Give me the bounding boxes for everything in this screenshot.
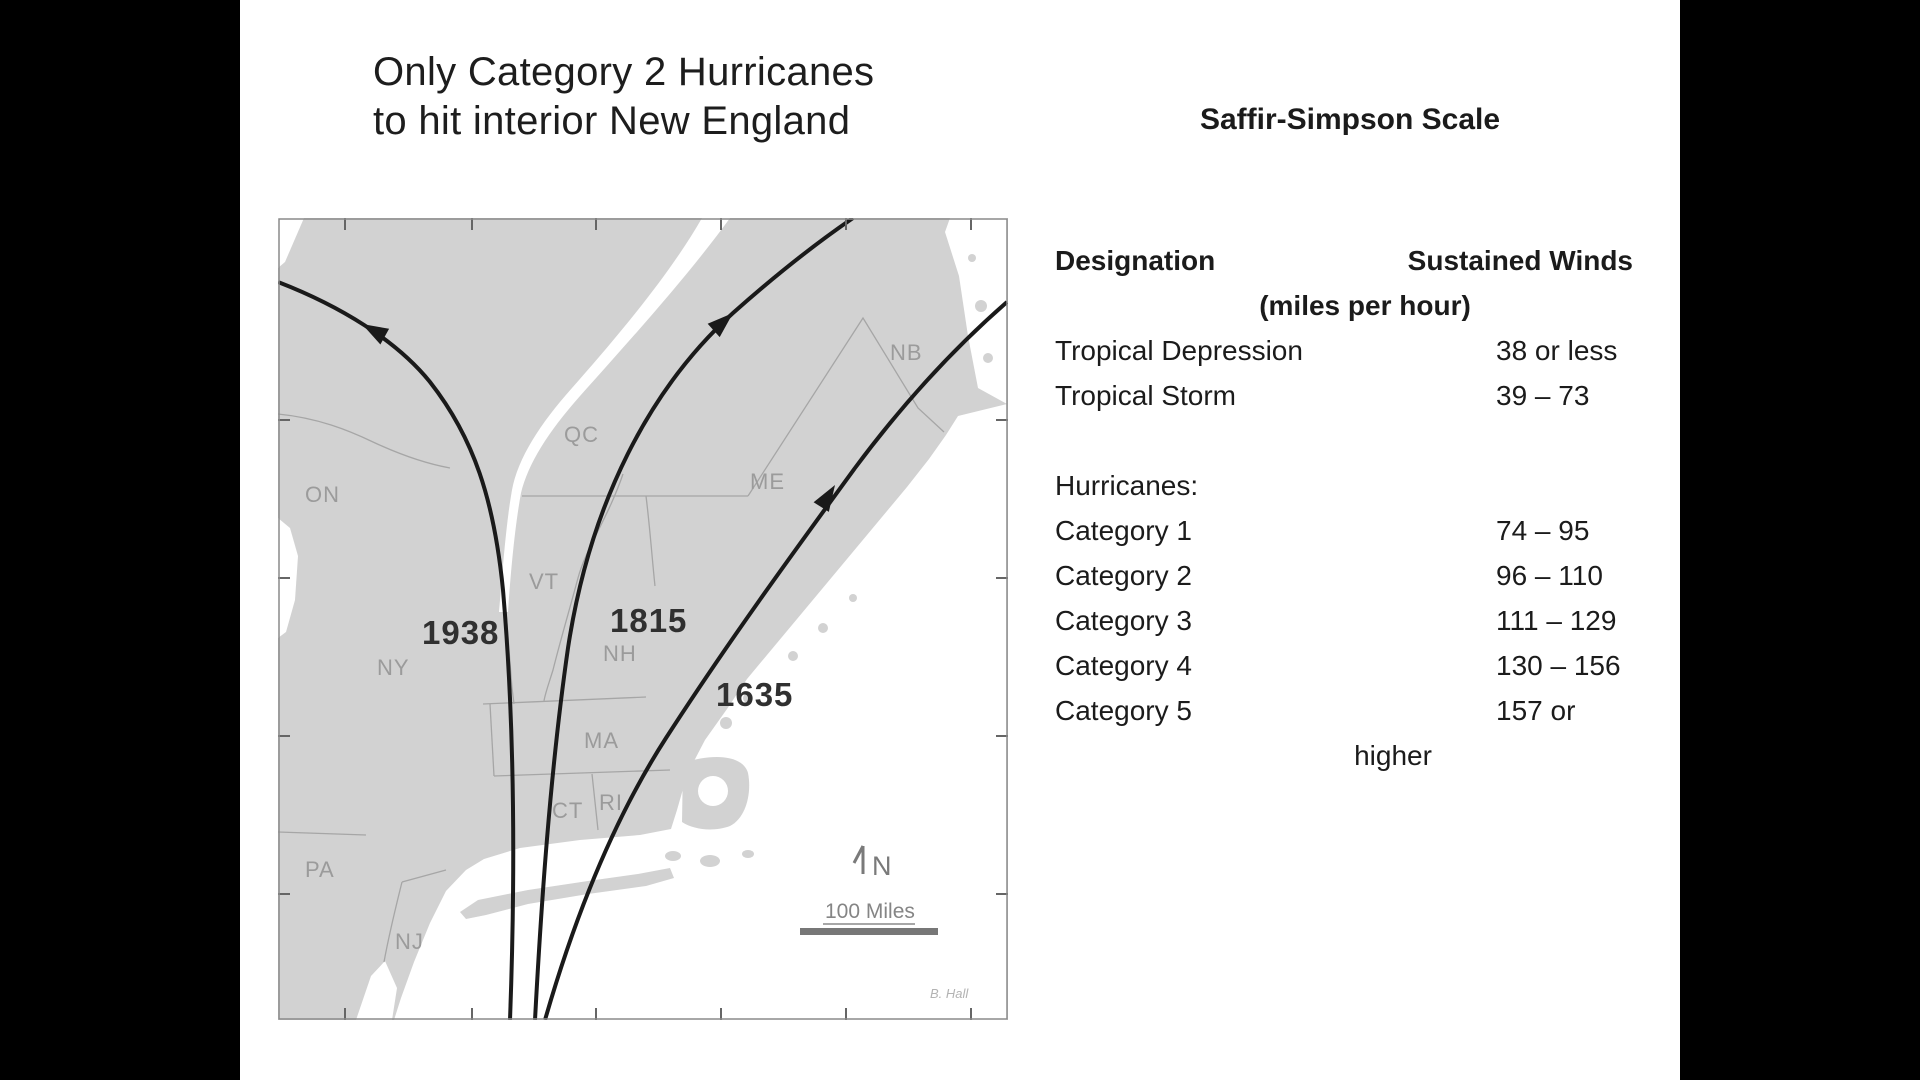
track-year-label-1815: 1815 (610, 602, 687, 639)
table-header-row: Designation Sustained Winds (1055, 238, 1645, 283)
track-1635 (543, 300, 1008, 1020)
map-svg: ON QC NB ME VT NH NY MA CT RI PA NJ 1938 1815 1635 N 1… (278, 218, 1008, 1020)
scale-table-rows: Tropical Depression 38 or less Tropical St… (1055, 328, 1645, 733)
scale-table-row: Category 5 157 or (1055, 688, 1645, 733)
scale-table-row: Tropical Storm 39 – 73 (1055, 373, 1645, 418)
north-arrow-icon (852, 845, 865, 874)
slide-title: Only Category 2 Hurricanes to hit interi… (373, 48, 874, 146)
scale-table-row (1055, 418, 1645, 463)
scale-table-row: Category 2 96 – 110 (1055, 553, 1645, 598)
track-year-label-1938: 1938 (422, 614, 499, 651)
state-label-ct: CT (552, 798, 583, 823)
state-label-on: ON (305, 482, 340, 507)
scale-table-row: Tropical Depression 38 or less (1055, 328, 1645, 373)
col-header-designation: Designation (1055, 245, 1216, 276)
row-designation: Category 5 (1055, 695, 1192, 726)
row-winds-value: 74 – 95 (1496, 515, 1590, 546)
state-label-pa: PA (305, 857, 335, 882)
state-label-nj: NJ (395, 929, 424, 954)
scale-table-row: Hurricanes: (1055, 463, 1645, 508)
state-label-vt: VT (529, 569, 559, 594)
saffir-simpson-table: Designation Sustained Winds (miles per h… (1055, 238, 1645, 778)
arrowhead-1635 (813, 485, 835, 512)
slide-title-line-1: Only Category 2 Hurricanes (373, 50, 875, 94)
row-designation: Category 4 (1055, 650, 1192, 681)
row-winds-value: 96 – 110 (1496, 560, 1603, 591)
row-winds-value (1496, 463, 1645, 508)
pillarbox-right (1680, 0, 1920, 1080)
pillarbox-left (0, 0, 240, 1080)
row-designation: Hurricanes: (1055, 470, 1199, 501)
track-1815 (533, 218, 855, 1020)
state-label-qc: QC (564, 422, 599, 447)
state-label-nb: NB (890, 340, 923, 365)
row-designation (1055, 418, 1496, 463)
row-winds-value (1496, 418, 1645, 463)
col-header-winds: Sustained Winds (1407, 245, 1633, 276)
state-label-ri: RI (599, 790, 623, 815)
row-winds-value: 38 or less (1496, 335, 1618, 366)
map-state-borders (278, 316, 945, 963)
row-winds-value: 157 or (1496, 695, 1576, 726)
map-labels: ON QC NB ME VT NH NY MA CT RI PA NJ 1938 1815 1635 (305, 340, 923, 954)
scale-table-row: Category 3 111 – 129 (1055, 598, 1645, 643)
row-designation: Tropical Storm (1055, 380, 1237, 411)
slide-title-line-2: to hit interior New England (373, 99, 851, 143)
state-label-ny: NY (377, 655, 410, 680)
state-label-nh: NH (603, 641, 637, 666)
arrowhead-1938 (362, 324, 390, 345)
row-winds-value: 111 – 129 (1496, 605, 1617, 636)
row-designation: Category 2 (1055, 560, 1192, 591)
state-label-me: ME (750, 469, 785, 494)
map-frame (278, 218, 1008, 1020)
slide: Only Category 2 Hurricanes to hit interi… (240, 0, 1680, 1080)
saffir-simpson-panel: Saffir-Simpson Scale Designation Sustain… (1055, 0, 1645, 1080)
row-winds-value: 130 – 156 (1496, 650, 1621, 681)
scale-bar-label: 100 Miles (825, 900, 915, 923)
row-designation: Tropical Depression (1055, 335, 1303, 366)
scale-table-row: Category 4 130 – 156 (1055, 643, 1645, 688)
row-designation: Category 3 (1055, 605, 1192, 636)
track-year-label-1635: 1635 (716, 676, 793, 713)
hurricane-track-map: ON QC NB ME VT NH NY MA CT RI PA NJ 1938 1815 1635 N 1… (278, 218, 1008, 1020)
map-credit: B. Hall (930, 986, 969, 1001)
scale-bar (800, 928, 938, 935)
arrowhead-1815 (707, 313, 733, 338)
track-arrowheads (362, 313, 835, 512)
panel-title: Saffir-Simpson Scale (1199, 103, 1501, 136)
scale-table-row: Category 1 74 – 95 (1055, 508, 1645, 553)
north-label: N (872, 851, 892, 881)
state-label-ma: MA (584, 728, 619, 753)
col-header-winds-unit: (miles per hour) (1259, 290, 1471, 321)
row-winds-value: 39 – 73 (1496, 380, 1590, 411)
map-ticks (278, 218, 1008, 1020)
winds-overflow-line: higher (1354, 740, 1432, 771)
row-designation: Category 1 (1055, 515, 1192, 546)
